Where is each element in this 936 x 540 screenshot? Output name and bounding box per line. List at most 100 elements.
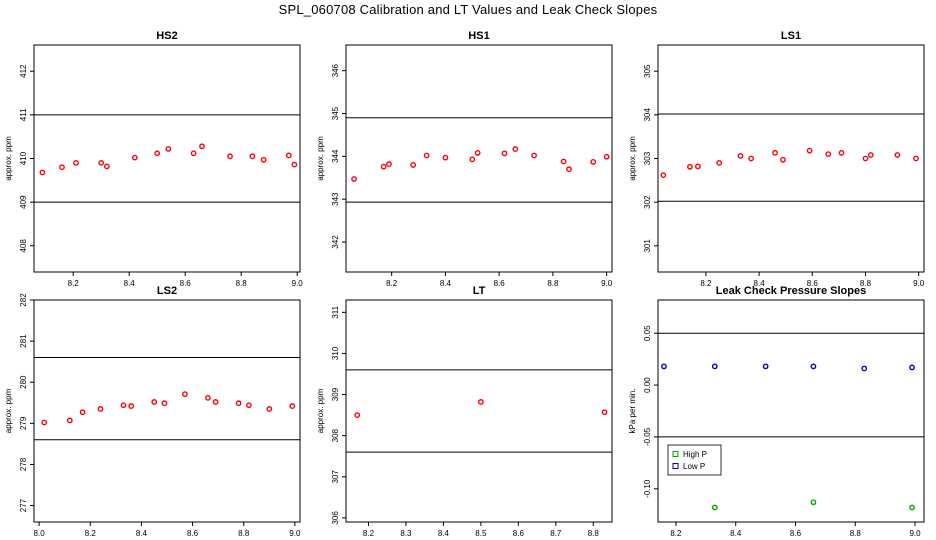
data-point [601,409,608,416]
y-tick-label: 411 [19,108,28,121]
data-point [660,172,667,178]
x-tick-label: 9.0 [292,279,304,288]
data-point [909,504,915,511]
data-point [711,504,718,511]
data-point [79,409,86,416]
x-tick-label: 8.8 [588,529,600,538]
y-axis-label: approx. ppm [316,388,325,433]
x-tick-label: 8.0 [34,529,46,538]
data-point [687,163,693,170]
data-point [59,164,65,171]
data-point [410,162,417,168]
data-point [380,163,387,170]
chart-title: HS2 [156,30,177,42]
data-point [120,402,127,409]
y-tick-label: 280 [19,375,28,389]
data-point [285,152,292,159]
x-tick-label: 8.4 [438,529,450,538]
data-point [603,153,610,160]
y-tick-label: 308 [331,428,340,442]
legend-label: Low P [683,462,705,471]
data-point [716,159,723,166]
x-tick-label: 8.5 [475,529,487,538]
x-tick-label: 8.6 [180,279,192,288]
data-point [66,417,73,424]
y-tick-label: 345 [331,106,340,120]
data-point [894,152,901,158]
y-tick-label: 307 [331,470,340,484]
plot-frame [657,299,925,523]
y-tick-label: 277 [19,498,28,512]
x-tick-label: 8.8 [547,279,559,288]
data-point [806,147,813,154]
x-tick-label: 8.6 [513,529,525,538]
x-tick-label: 8.2 [68,279,80,288]
data-point [161,400,168,407]
x-tick-label: 8.2 [85,529,97,538]
data-point [810,363,817,370]
chart-title: LS2 [157,285,177,297]
data-point [711,363,718,370]
x-tick-label: 8.7 [550,529,562,538]
x-tick-label: 8.2 [386,279,398,288]
x-tick-label: 8.3 [400,529,412,538]
y-tick-label: 410 [19,151,28,165]
data-point [501,150,508,157]
y-tick-label: 0.00 [643,377,652,393]
data-point [748,155,755,162]
data-point [235,400,242,407]
data-point [862,155,869,162]
data-point [762,363,769,370]
data-point [227,153,233,160]
data-point [103,163,110,170]
y-tick-label: 342 [331,235,340,249]
data-point [212,399,219,405]
data-point [249,153,256,160]
x-tick-label: 8.4 [440,279,452,288]
chart-panel-ls2: LS2 8.0 8.2 8.4 8.6 8.8 9.0 277 278 279 280 281 282 a… [4,285,301,538]
chart-panel-hs2: HS2 8.2 8.4 8.6 8.8 9.0 408 409 410 411 412 approx.… [4,30,304,288]
data-point [531,152,537,159]
data-point [780,156,786,163]
chart-title: HS1 [468,30,489,42]
chart-panel-ls1: LS1 8.2 8.4 8.6 8.8 9.0 301 302 303 304 305 approx.… [628,30,925,288]
x-tick-label: 8.6 [187,529,199,538]
data-point [423,152,430,159]
legend-label: High P [683,450,707,459]
chart-title: Leak Check Pressure Slopes [716,285,866,297]
data-point [205,394,211,401]
y-tick-label: 305 [643,64,652,78]
y-axis-label: kPa per min. [628,389,637,434]
data-point [810,499,817,506]
chart-panel-leak-check: Leak Check Pressure Slopes 8.2 8.4 8.6 8.8 9.… [628,285,925,538]
x-tick-label: 9.0 [289,529,301,538]
data-point [97,406,104,412]
data-point [867,152,874,158]
x-tick-label: 8.8 [238,529,250,538]
data-point [128,403,135,409]
y-axis-label: approx. ppm [316,136,325,181]
data-point [266,406,273,412]
x-tick-label: 8.2 [670,529,682,538]
data-point [199,143,205,150]
y-tick-label: 408 [19,239,28,253]
data-point [477,399,484,405]
data-point [291,161,298,168]
y-tick-label: 282 [19,293,28,307]
data-point [838,149,845,156]
x-tick-label: 8.6 [790,529,802,538]
data-point [165,145,172,152]
data-point [98,159,105,166]
plot-frame [33,299,301,523]
data-point [260,156,267,163]
data-point [661,363,667,370]
legend-marker [672,463,679,469]
data-point [351,176,357,182]
data-point [695,163,701,170]
y-tick-label: 279 [19,416,28,430]
data-point [39,169,46,176]
y-axis-label: approx. ppm [4,388,13,433]
data-point [73,159,79,166]
data-point [386,161,392,167]
data-point [590,159,597,165]
